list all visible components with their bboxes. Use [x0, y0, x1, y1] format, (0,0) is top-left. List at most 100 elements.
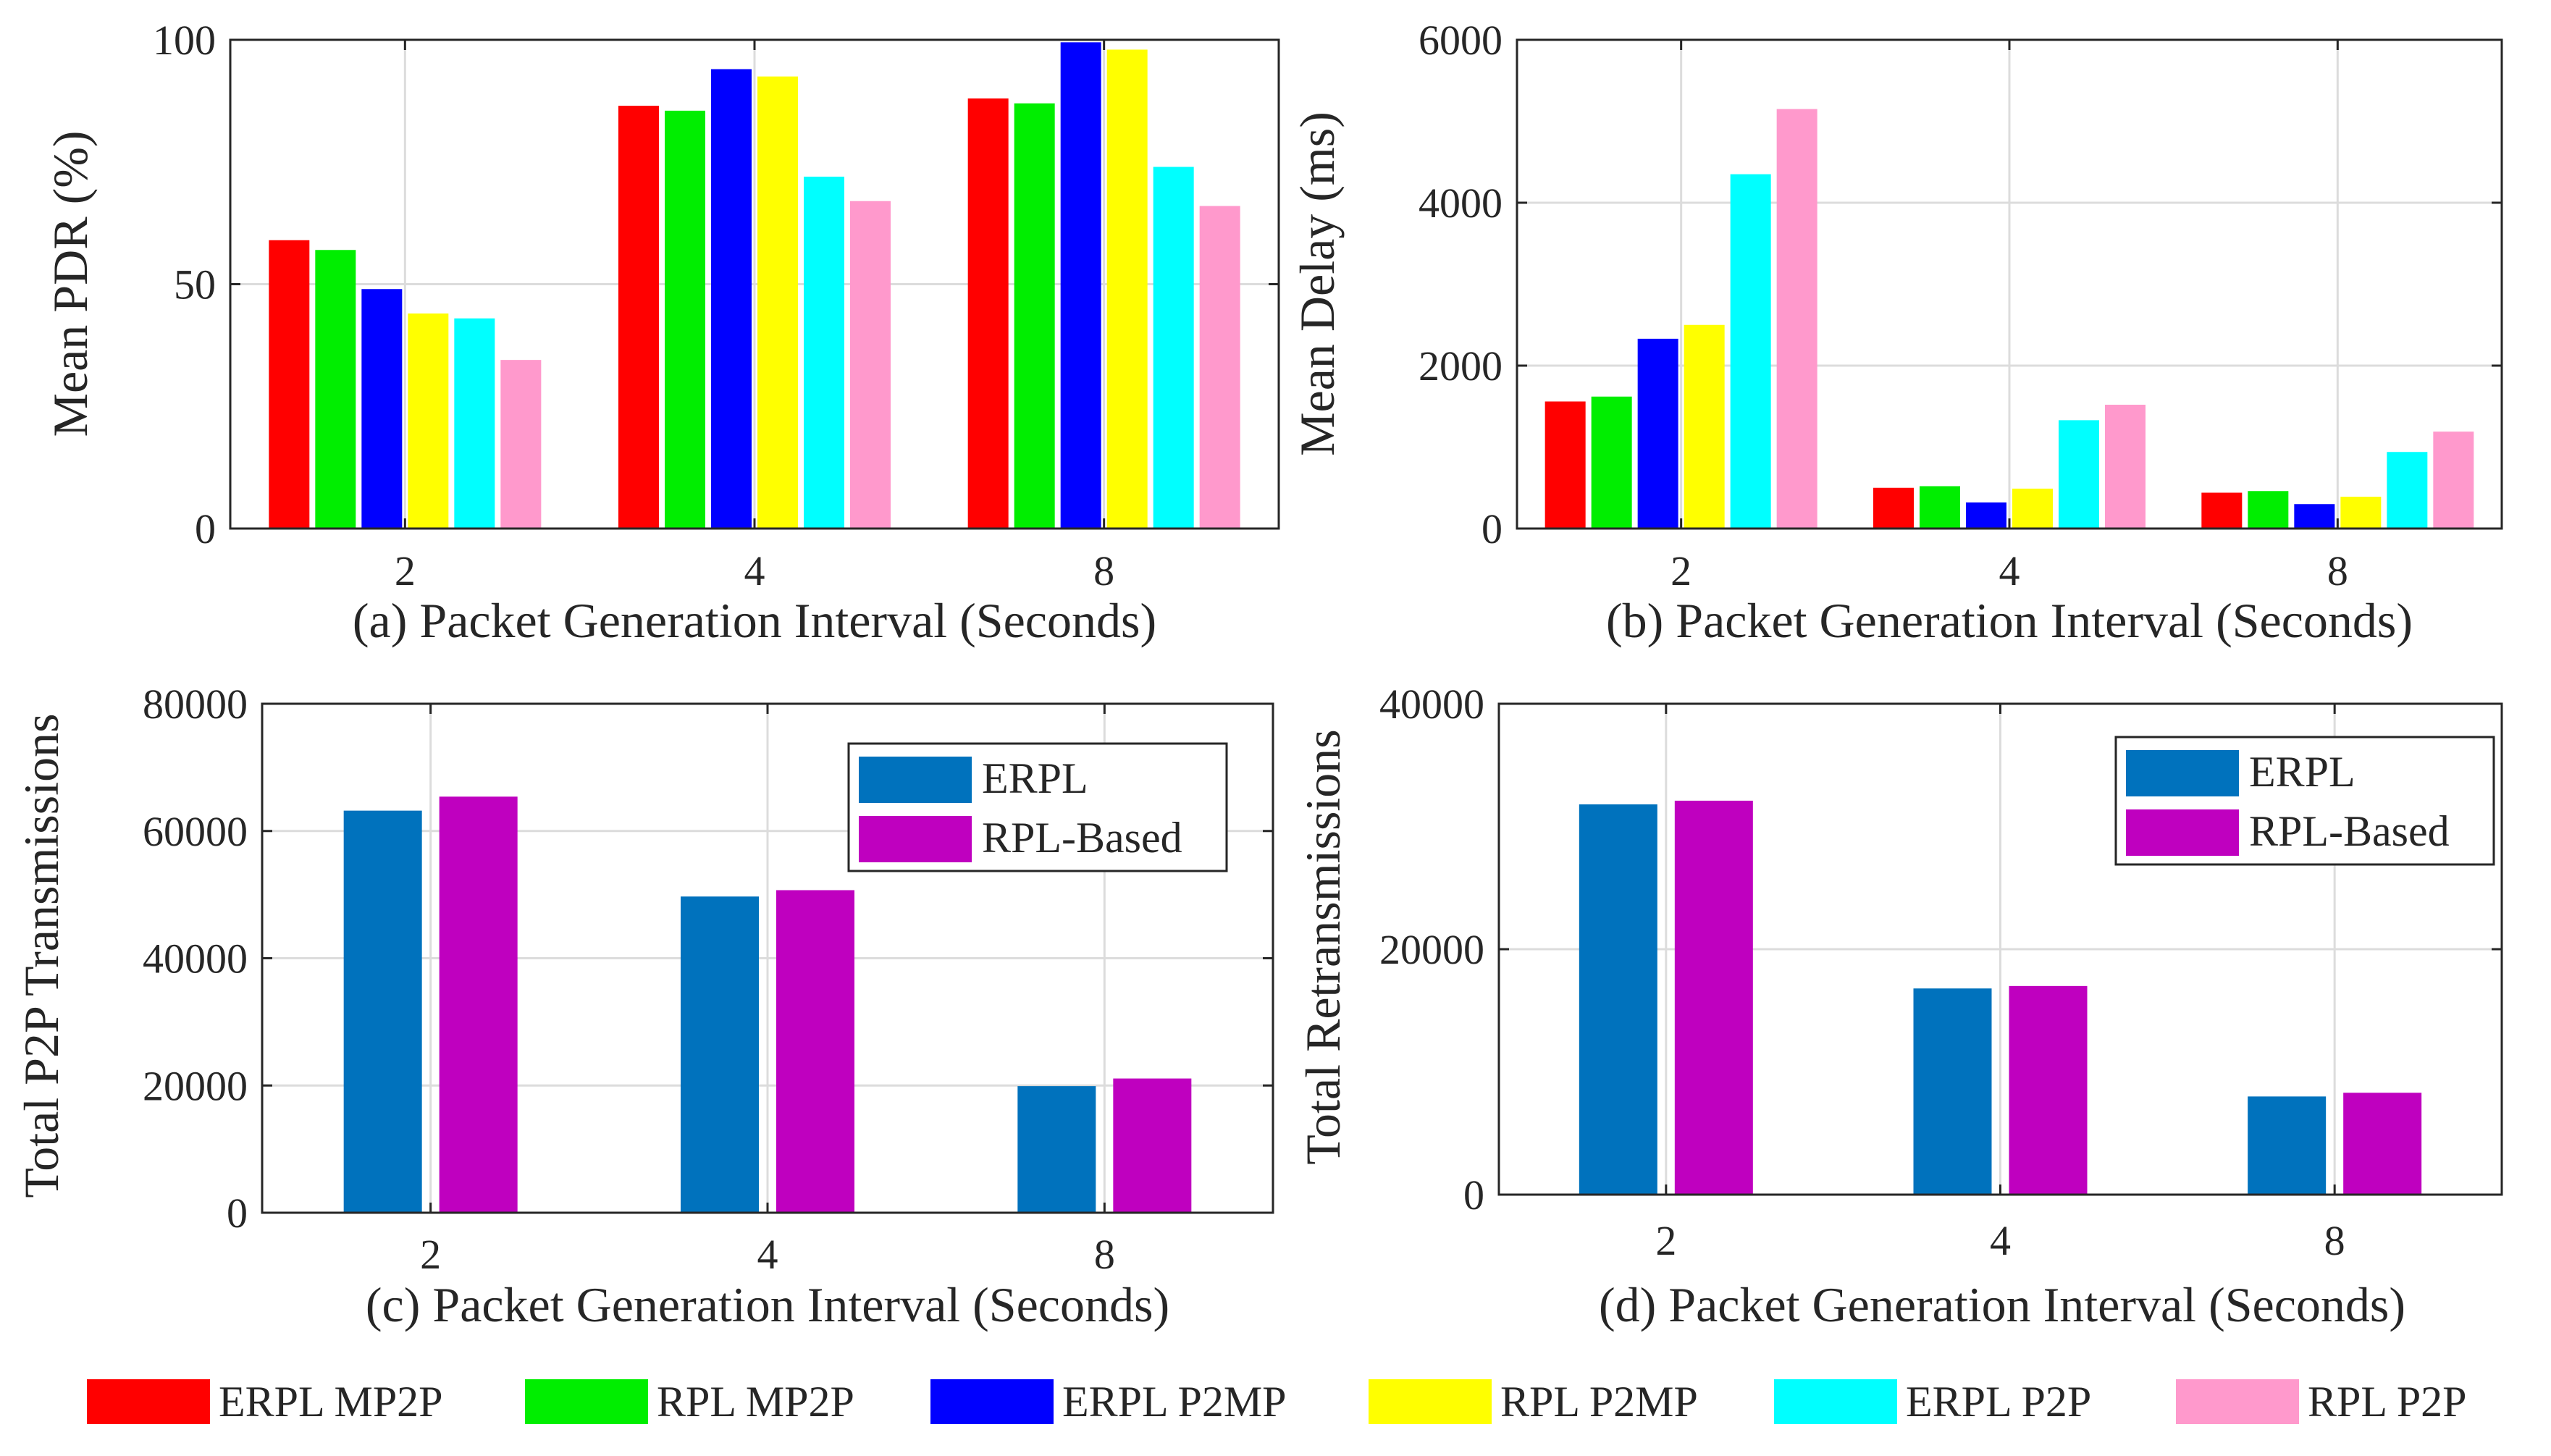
- bar-erpl-8: [1017, 1086, 1096, 1213]
- bar-erpl-p2p-8: [2387, 452, 2428, 529]
- legend-label-rpl-based: RPL-Based: [982, 814, 1182, 862]
- x-tick-label: 4: [757, 1231, 778, 1278]
- y-axis-label: Total P2P Transmissions: [14, 713, 69, 1198]
- bar-rpl-p2mp-2: [1684, 324, 1725, 529]
- bar-rpl-mp2p-8: [1014, 103, 1055, 529]
- x-tick-label: 2: [1655, 1217, 1676, 1264]
- bar-rpl-p2mp-2: [408, 313, 449, 529]
- bar-erpl-p2mp-8: [1060, 42, 1101, 529]
- shared-legend-label-rpl-mp2p: RPL MP2P: [657, 1378, 854, 1426]
- shared-legend-label-rpl-p2p: RPL P2P: [2308, 1378, 2467, 1426]
- y-axis-label: Total Retransmissions: [1295, 729, 1350, 1165]
- legend-label-erpl: ERPL: [2249, 748, 2355, 796]
- y-tick-label: 80000: [143, 681, 248, 728]
- chart-a-mean-pdr: 0 50 100 2 4 8 Mean PDR (%) (a) Packet Generati…: [43, 17, 1280, 648]
- bar-rpl-p2mp-4: [757, 76, 798, 529]
- bar-rpl-mp2p-4: [665, 110, 705, 529]
- bar-erpl-mp2p-4: [1873, 487, 1914, 529]
- bar-erpl-p2mp-8: [2294, 504, 2335, 529]
- y-tick-label: 0: [227, 1190, 248, 1237]
- y-tick-label: 6000: [1419, 17, 1503, 64]
- bar-rpl-p2p-4: [2105, 405, 2146, 529]
- bar-erpl-4: [681, 896, 759, 1213]
- bar-rpl-p2p-8: [2433, 432, 2474, 529]
- bar-rpl-mp2p-2: [1591, 396, 1632, 529]
- shared-legend-swatch-erpl-p2mp: [930, 1379, 1054, 1424]
- shared-legend-label-rpl-p2mp: RPL P2MP: [1500, 1378, 1698, 1426]
- bar-rpl-p2mp-4: [2012, 488, 2053, 529]
- y-tick-label: 4000: [1419, 180, 1503, 227]
- legend-swatch-erpl: [859, 757, 972, 803]
- chart-d-total-retransmissions: 0 20000 40000 2 4 8 Total Retransmissions (d) P…: [1295, 681, 2503, 1332]
- bar-rpl-p2p-8: [1199, 206, 1240, 529]
- x-tick-label: 8: [1094, 1231, 1115, 1278]
- legend-label-erpl: ERPL: [982, 754, 1088, 802]
- y-tick-label: 0: [1463, 1171, 1484, 1219]
- bar-erpl-4: [1913, 988, 1992, 1195]
- bar-erpl-mp2p-2: [269, 240, 310, 529]
- bar-erpl-p2p-8: [1153, 167, 1194, 529]
- x-tick-label: 2: [420, 1231, 441, 1278]
- y-axis-label: Mean Delay (ms): [1290, 111, 1345, 456]
- bar-rpl-p2mp-8: [1106, 49, 1148, 529]
- bar-rpl-mp2p-4: [1920, 486, 1960, 529]
- y-tick-label: 0: [1482, 505, 1503, 552]
- panel-caption: (d) Packet Generation Interval (Seconds): [1599, 1277, 2405, 1332]
- bar-erpl-p2mp-2: [1637, 338, 1678, 529]
- panel-caption: (b) Packet Generation Interval (Seconds): [1606, 593, 2413, 648]
- y-tick-label: 50: [174, 261, 216, 308]
- y-tick-label: 2000: [1419, 342, 1503, 390]
- bar-erpl-mp2p-2: [1545, 401, 1586, 529]
- x-tick-label: 8: [2327, 547, 2348, 594]
- legend: ERPL RPL-Based: [2114, 736, 2495, 866]
- bar-rpl-based-8: [2343, 1093, 2422, 1195]
- panel-caption: (a) Packet Generation Interval (Seconds): [353, 593, 1156, 648]
- x-tick-label: 2: [1670, 547, 1691, 594]
- y-tick-label: 20000: [1379, 926, 1484, 973]
- bar-rpl-mp2p-8: [2248, 491, 2289, 529]
- x-tick-label: 4: [1990, 1217, 2011, 1264]
- x-tick-label: 4: [744, 547, 765, 594]
- bar-erpl-mp2p-4: [618, 106, 659, 529]
- legend-label-rpl-based: RPL-Based: [2249, 807, 2450, 855]
- chart-b-mean-delay: 0 2000 4000 6000 2 4 8 Mean Delay (ms) (b) Packe…: [1290, 17, 2503, 648]
- bar-erpl-p2mp-4: [711, 69, 752, 529]
- chart-c-total-p2p-transmissions: 0 20000 40000 60000 80000 2 4 8 Total P2P Transm…: [14, 681, 1274, 1332]
- panel-caption: (c) Packet Generation Interval (Seconds): [366, 1277, 1169, 1332]
- bar-rpl-p2p-2: [1776, 109, 1817, 529]
- shared-legend-label-erpl-mp2p: ERPL MP2P: [219, 1378, 443, 1426]
- shared-legend: ERPL MP2P RPL MP2P ERPL P2MP RPL P2MP ERPL P…: [87, 1378, 2467, 1426]
- bar-erpl-p2mp-2: [361, 289, 403, 529]
- bar-rpl-based-8: [1113, 1078, 1192, 1213]
- bar-erpl-p2p-2: [454, 318, 495, 529]
- y-tick-label: 100: [153, 17, 216, 64]
- bar-erpl-2: [1579, 804, 1657, 1195]
- bar-erpl-mp2p-8: [967, 98, 1009, 529]
- legend-swatch-rpl-based: [859, 816, 972, 862]
- y-tick-label: 60000: [143, 808, 248, 855]
- shared-legend-label-erpl-p2p: ERPL P2P: [1906, 1378, 2091, 1426]
- bar-rpl-p2p-2: [500, 360, 542, 529]
- bar-rpl-based-4: [2009, 985, 2088, 1195]
- bar-erpl-p2mp-4: [1966, 502, 2006, 529]
- y-tick-label: 20000: [143, 1062, 248, 1109]
- shared-legend-swatch-rpl-p2p: [2176, 1379, 2299, 1424]
- shared-legend-swatch-erpl-p2p: [1774, 1379, 1897, 1424]
- x-tick-label: 8: [2324, 1217, 2345, 1264]
- legend-swatch-erpl: [2126, 750, 2239, 796]
- bar-erpl-p2p-4: [2059, 420, 2099, 529]
- shared-legend-swatch-rpl-mp2p: [525, 1379, 648, 1424]
- bar-rpl-p2p-4: [850, 201, 891, 529]
- bar-rpl-based-2: [1674, 800, 1753, 1195]
- bar-rpl-based-4: [776, 890, 854, 1213]
- legend-swatch-rpl-based: [2126, 809, 2239, 856]
- bar-rpl-mp2p-2: [315, 250, 356, 529]
- x-tick-label: 2: [395, 547, 416, 594]
- shared-legend-label-erpl-p2mp: ERPL P2MP: [1062, 1378, 1287, 1426]
- bar-erpl-p2p-2: [1730, 174, 1771, 529]
- y-tick-label: 40000: [143, 935, 248, 982]
- legend: ERPL RPL-Based: [847, 742, 1228, 872]
- x-tick-label: 4: [1999, 547, 2020, 594]
- y-tick-label: 40000: [1379, 681, 1484, 728]
